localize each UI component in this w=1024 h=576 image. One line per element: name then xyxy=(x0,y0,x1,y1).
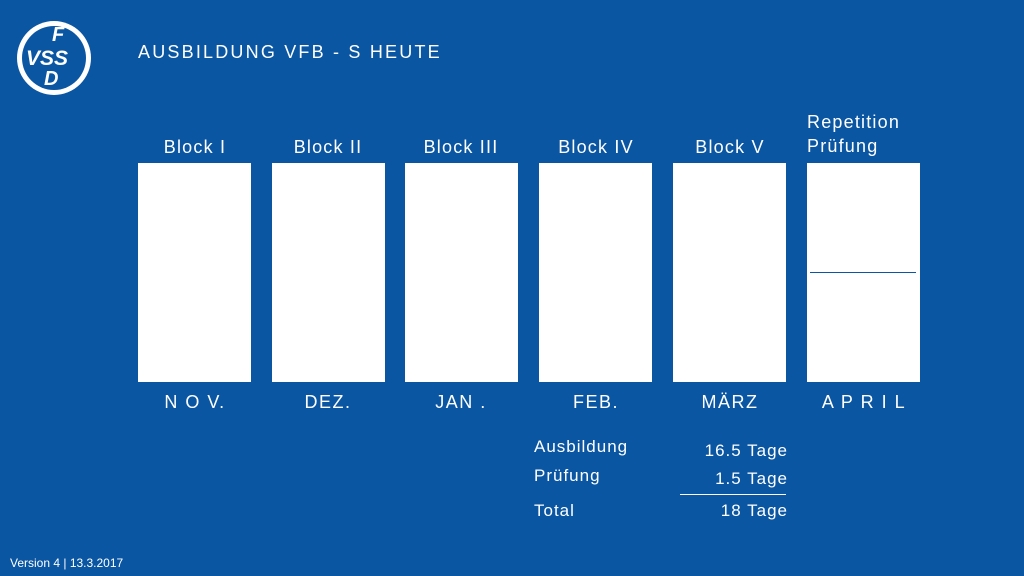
summary-total-label: Total xyxy=(534,501,575,520)
month-maerz: MÄRZ xyxy=(701,392,759,412)
block-3-box xyxy=(405,163,518,382)
block-5-box xyxy=(673,163,786,382)
version-footer: Version 4 | 13.3.2017 xyxy=(10,556,124,570)
april-divider xyxy=(810,272,916,273)
month-dez: DEZ. xyxy=(304,392,352,412)
svg-text:VSS: VSS xyxy=(26,47,68,70)
exam-label: Prüfung xyxy=(814,354,880,373)
block-2-days: 3 Tage xyxy=(298,360,359,380)
summary-total-value: 18 Tage xyxy=(720,501,788,520)
month-jan: JAN . xyxy=(435,392,487,412)
fvssd-logo-icon: F VSS D xyxy=(17,21,91,95)
repetition-label: Repetition xyxy=(814,242,899,261)
summary-exam-value: 1.5 Tage xyxy=(715,469,788,488)
block-4-box xyxy=(539,163,652,382)
summary-training-value: 16.5 Tage xyxy=(704,441,788,460)
block-3-heading: Block III xyxy=(423,137,499,157)
summary-exam-label: Prüfung xyxy=(534,466,601,485)
page-title: AUSBILDUNG VFB - S HEUTE xyxy=(138,42,442,62)
block-2-box xyxy=(272,163,385,382)
block-4-heading: Block IV xyxy=(558,137,634,157)
block-1-days: 3 Tage xyxy=(151,360,212,380)
month-feb: FEB. xyxy=(572,392,619,412)
exam-days: 1.5 Tage xyxy=(814,332,886,351)
repetition-days: 1.5 Tage xyxy=(814,220,886,239)
summary-divider xyxy=(680,494,786,495)
month-april: A P R I L xyxy=(821,392,907,412)
month-nov: N O V. xyxy=(164,392,226,412)
block-5-heading: Block V xyxy=(695,137,765,157)
repetition-heading: Repetition xyxy=(807,112,901,132)
block-5-days: 3 Tage xyxy=(699,360,760,380)
summary-training-label: Ausbildung xyxy=(534,437,629,456)
block-1-box xyxy=(138,163,251,382)
block-2-heading: Block II xyxy=(293,137,363,157)
block-1-heading: Block I xyxy=(163,137,227,157)
svg-text:D: D xyxy=(44,68,58,90)
block-4-days: 3 Tage xyxy=(565,360,626,380)
svg-text:F: F xyxy=(52,24,65,46)
exam-heading: Prüfung xyxy=(807,136,879,156)
block-3-days: 3 Tage xyxy=(431,360,492,380)
